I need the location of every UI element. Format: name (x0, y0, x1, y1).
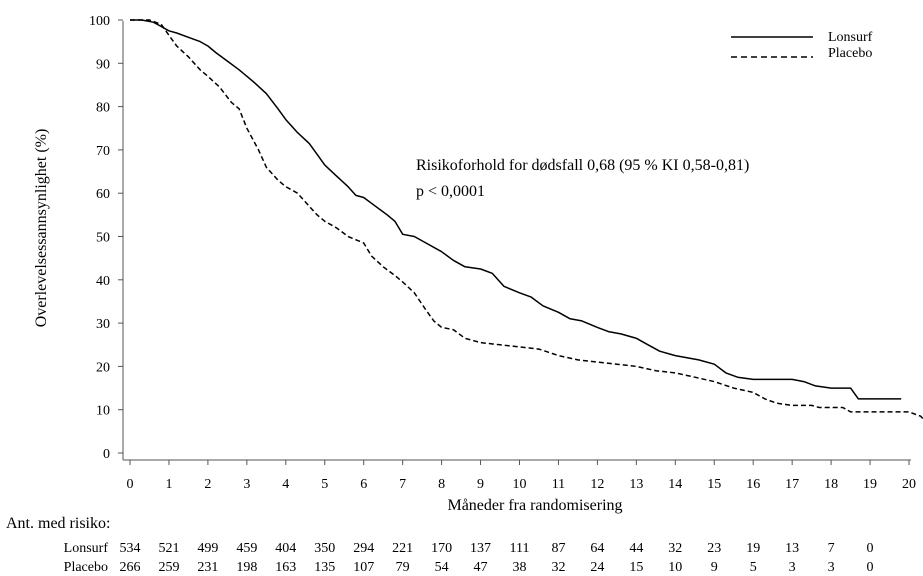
risk-cell: 0 (867, 560, 874, 575)
risk-cell: 170 (431, 541, 452, 556)
x-tick-label: 1 (165, 477, 172, 492)
risk-table: Lonsurf 534 521 499 459 404 350 294 221 170 137 111… (64, 541, 874, 575)
risk-cell: 47 (474, 560, 488, 575)
y-tick-label: 40 (96, 274, 110, 289)
series-line-lonsurf (130, 19, 902, 400)
risk-cell: 23 (707, 541, 721, 556)
hazard-ratio-annotation: Risikoforhold for dødsfall 0,68 (95 % KI… (416, 157, 749, 174)
risk-cell: 135 (314, 560, 335, 575)
y-tick-label: 30 (96, 317, 110, 332)
legend-label-placebo: Placebo (828, 46, 872, 61)
x-tick-label: 19 (863, 477, 877, 492)
curves-layer (130, 19, 923, 420)
x-tick-label: 12 (590, 477, 604, 492)
risk-cell: 5 (750, 560, 757, 575)
risk-cell: 38 (513, 560, 527, 575)
y-ticks: 0 10 20 30 40 50 60 70 80 90 100 (89, 14, 123, 462)
x-tick-label: 17 (785, 477, 799, 492)
risk-cell: 521 (158, 541, 179, 556)
risk-cell: 32 (551, 560, 565, 575)
x-tick-label: 15 (707, 477, 721, 492)
risk-cell: 404 (275, 541, 296, 556)
x-tick-label: 2 (204, 477, 211, 492)
risk-cell: 163 (275, 560, 296, 575)
risk-cell: 19 (746, 541, 760, 556)
y-tick-label: 20 (96, 360, 110, 375)
y-tick-label: 80 (96, 101, 110, 116)
risk-cell: 10 (668, 560, 682, 575)
x-tick-label: 8 (438, 477, 445, 492)
risk-cell: 294 (353, 541, 374, 556)
x-tick-label: 3 (243, 477, 250, 492)
y-tick-label: 10 (96, 404, 110, 419)
risk-cell: 3 (789, 560, 796, 575)
risk-cell: 0 (867, 541, 874, 556)
x-tick-label: 14 (668, 477, 682, 492)
x-tick-label: 20 (902, 477, 916, 492)
y-tick-label: 70 (96, 144, 110, 159)
x-axis-label: Måneder fra randomisering (447, 497, 622, 514)
x-tick-label: 9 (477, 477, 484, 492)
legend-label-lonsurf: Lonsurf (828, 30, 873, 45)
risk-cell: 3 (828, 560, 835, 575)
risk-cell: 44 (629, 541, 643, 556)
risk-row-label: Placebo (64, 560, 108, 575)
risk-cell: 107 (353, 560, 374, 575)
risk-table-title: Ant. med risiko: (6, 515, 110, 532)
x-ticks: 0 1 2 3 4 5 6 7 8 9 10 11 12 13 14 15 16 17 18 19 20 (127, 460, 916, 492)
risk-cell: 198 (236, 560, 257, 575)
p-value-annotation: p < 0,0001 (416, 183, 485, 200)
series-line-placebo (130, 19, 923, 420)
risk-cell: 350 (314, 541, 335, 556)
y-tick-label: 0 (103, 447, 110, 462)
risk-cell: 459 (236, 541, 257, 556)
x-tick-label: 0 (127, 477, 134, 492)
risk-row-label: Lonsurf (64, 541, 109, 556)
risk-cell: 87 (551, 541, 565, 556)
risk-cell: 7 (828, 541, 835, 556)
x-tick-label: 18 (824, 477, 838, 492)
risk-cell: 266 (120, 560, 141, 575)
risk-cell: 24 (590, 560, 604, 575)
risk-cell: 13 (785, 541, 799, 556)
x-tick-label: 5 (321, 477, 328, 492)
risk-cell: 499 (197, 541, 218, 556)
y-tick-label: 90 (96, 57, 110, 72)
risk-cell: 32 (668, 541, 682, 556)
risk-cell: 111 (510, 541, 530, 556)
x-tick-label: 10 (513, 477, 527, 492)
x-tick-label: 6 (360, 477, 367, 492)
risk-cell: 79 (396, 560, 410, 575)
risk-cell: 137 (470, 541, 491, 556)
risk-cell: 15 (629, 560, 643, 575)
risk-cell: 259 (158, 560, 179, 575)
risk-cell: 534 (120, 541, 141, 556)
x-tick-label: 7 (399, 477, 406, 492)
risk-cell: 9 (711, 560, 718, 575)
risk-cell: 64 (590, 541, 604, 556)
x-tick-label: 16 (746, 477, 760, 492)
y-tick-label: 100 (89, 14, 110, 29)
y-axis-label: Overlevelsessannsynlighet (%) (33, 129, 50, 328)
y-tick-label: 60 (96, 187, 110, 202)
x-tick-label: 13 (629, 477, 643, 492)
risk-cell: 231 (197, 560, 218, 575)
legend: Lonsurf Placebo (731, 30, 873, 61)
risk-cell: 54 (435, 560, 449, 575)
y-tick-label: 50 (96, 231, 110, 246)
risk-cell: 221 (392, 541, 413, 556)
x-tick-label: 4 (282, 477, 289, 492)
x-tick-label: 11 (552, 477, 565, 492)
